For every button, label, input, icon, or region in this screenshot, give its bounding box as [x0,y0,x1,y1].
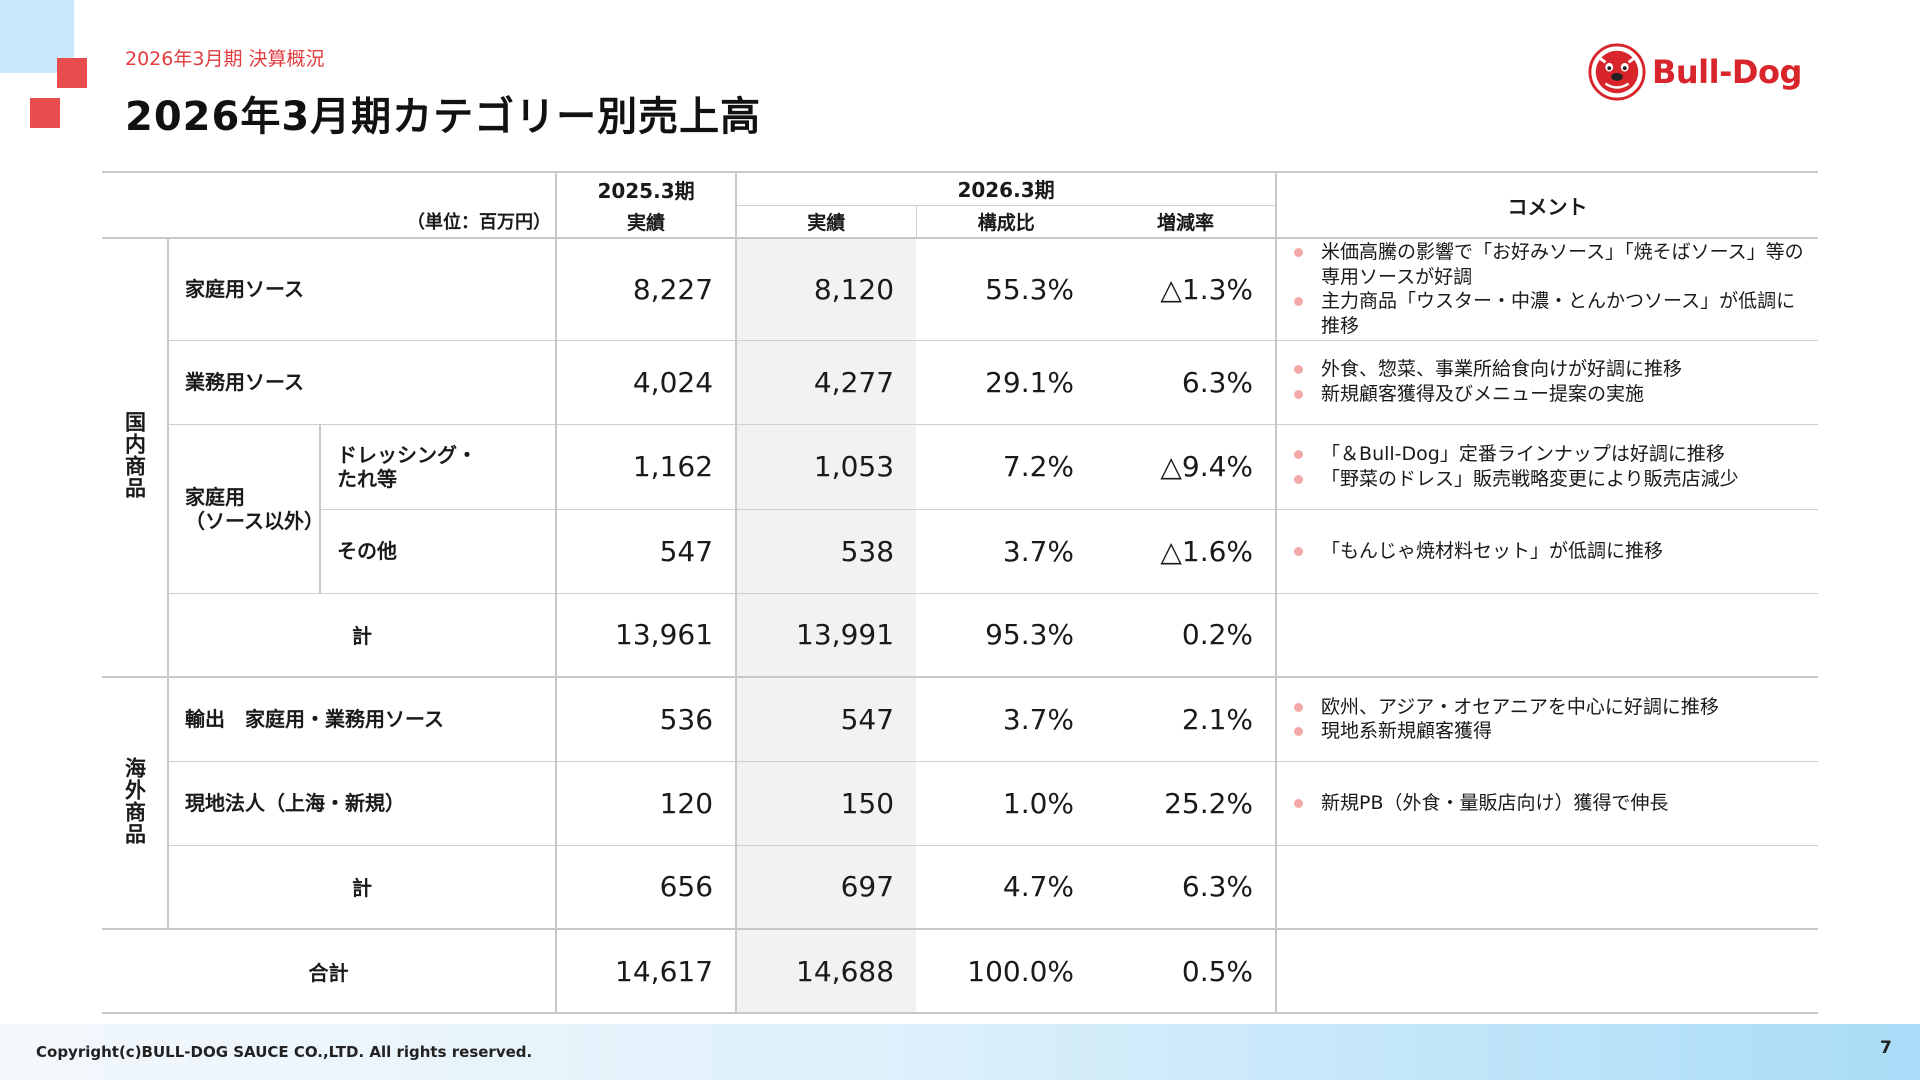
row-label: 業務用ソース [168,340,557,425]
prev-actual: 14,617 [555,929,737,1014]
header-prev-period: 2025.3期 [555,172,737,205]
prev-actual: 547 [555,509,737,594]
prev-actual: 1,162 [555,424,737,510]
page-title: 2026年3月期カテゴリー別売上高 [125,94,762,140]
total-label: 合計 [102,929,557,1014]
cur-actual: 13,991 [735,593,917,678]
overseas-group-label: 海外商品 [102,677,169,930]
ratio: 55.3% [916,238,1097,341]
cur-actual: 538 [735,509,917,594]
comment-cell: 米価高騰の影響で「お好みソース」「焼そばソース」等の専用ソースが好調 主力商品「… [1275,238,1819,341]
cur-actual: 697 [735,845,917,930]
prev-actual: 120 [555,761,737,846]
logo-text: Bull-Dog [1652,53,1802,91]
prev-actual: 536 [555,677,737,762]
comment-cell: 欧州、アジア・オセアニアを中心に好調に推移 現地系新規顧客獲得 [1275,677,1819,762]
prev-actual: 13,961 [555,593,737,678]
subtotal-label: 計 [168,845,557,930]
ratio: 1.0% [916,761,1097,846]
comment-cell [1275,845,1819,930]
comment-item: 「野菜のドレス」販売戦略変更により販売店減少 [1291,467,1808,492]
comment-item: 外食、惣菜、事業所給食向けが好調に推移 [1291,357,1808,382]
ratio: 29.1% [916,340,1097,425]
bulldog-logo: Bull-Dog [1588,42,1802,102]
cur-actual: 4,277 [735,340,917,425]
copyright-text: Copyright(c)BULL-DOG SAUCE CO.,LTD. All … [36,1043,533,1061]
table-row: 計 656 697 4.7% 6.3% [102,845,1819,930]
change-rate: 6.3% [1096,340,1277,425]
comment-cell: 「＆Bull-Dog」定番ラインナップは好調に推移 「野菜のドレス」販売戦略変更… [1275,424,1819,510]
ratio: 95.3% [916,593,1097,678]
change-rate: △9.4% [1096,424,1277,510]
header-cur-actual: 実績 [735,205,917,239]
prev-actual: 656 [555,845,737,930]
change-rate: 2.1% [1096,677,1277,762]
row-label: ドレッシング・ たれ等 [320,424,557,510]
table-row: その他 547 538 3.7% △1.6% 「もんじゃ焼材料セット」が低調に推… [102,509,1819,594]
comment-cell [1275,929,1819,1014]
change-rate: 6.3% [1096,845,1277,930]
cur-actual: 8,120 [735,238,917,341]
comment-cell: 「もんじゃ焼材料セット」が低調に推移 [1275,509,1819,594]
change-rate: △1.6% [1096,509,1277,594]
cur-actual: 547 [735,677,917,762]
domestic-group-label: 国内商品 [102,238,169,678]
row-label: 家庭用ソース [168,238,557,341]
comment-item: 新規顧客獲得及びメニュー提案の実施 [1291,382,1808,407]
footer-bar [0,1024,1920,1080]
ratio: 100.0% [916,929,1097,1014]
header-cur-period: 2026.3期 [735,172,1277,206]
ratio: 3.7% [916,677,1097,762]
comment-item: 「もんじゃ焼材料セット」が低調に推移 [1291,539,1808,564]
change-rate: 0.5% [1096,929,1277,1014]
change-rate: 0.2% [1096,593,1277,678]
header-prev-actual: 実績 [555,205,737,239]
section-subtitle: 2026年3月期 決算概況 [125,48,325,70]
subtotal-label: 計 [168,593,557,678]
header-comment: コメント [1275,172,1819,239]
comment-cell: 外食、惣菜、事業所給食向けが好調に推移 新規顧客獲得及びメニュー提案の実施 [1275,340,1819,425]
table-row: 海外商品 輸出 家庭用・業務用ソース 536 547 3.7% 2.1% 欧州、… [102,677,1819,930]
comment-cell: 新規PB（外食・量販店向け）獲得で伸長 [1275,761,1819,846]
row-label: 輸出 家庭用・業務用ソース [168,677,557,762]
table-row: 国内商品 家庭用ソース 8,227 8,120 55.3% △1.3% 米価高騰… [102,238,1819,678]
table-row: 現地法人（上海・新規） 120 150 1.0% 25.2% 新規PB（外食・量… [102,761,1819,846]
page-number: 7 [1880,1038,1892,1058]
table-row: 業務用ソース 4,024 4,277 29.1% 6.3% 外食、惣菜、事業所給… [102,340,1819,425]
prev-actual: 4,024 [555,340,737,425]
table-row: 計 13,961 13,991 95.3% 0.2% [102,593,1819,678]
unit-label: （単位：百万円） [102,172,557,239]
comment-item: 米価高騰の影響で「お好みソース」「焼そばソース」等の専用ソースが好調 [1291,240,1808,289]
bulldog-face-icon [1588,43,1646,101]
home-other-group-label: 家庭用 （ソース以外） [167,424,324,594]
category-sales-table: （単位：百万円） 2025.3期 2026.3期 コメント 実績 実績 構成比 … [102,171,1819,1014]
ratio: 4.7% [916,845,1097,930]
change-rate: 25.2% [1096,761,1277,846]
cur-actual: 1,053 [735,424,917,510]
prev-actual: 8,227 [555,238,737,341]
cur-actual: 14,688 [735,929,917,1014]
comment-item: 新規PB（外食・量販店向け）獲得で伸長 [1291,791,1808,816]
comment-item: 「＆Bull-Dog」定番ラインナップは好調に推移 [1291,442,1808,467]
row-label: 現地法人（上海・新規） [168,761,557,846]
header-change: 増減率 [1096,205,1277,239]
comment-cell [1275,593,1819,678]
comment-item: 欧州、アジア・オセアニアを中心に好調に推移 [1291,695,1808,720]
change-rate: △1.3% [1096,238,1277,341]
header-ratio: 構成比 [915,205,1097,239]
comment-item: 主力商品「ウスター・中濃・とんかつソース」が低調に推移 [1291,289,1808,338]
decor-square-red [57,58,87,88]
decor-square-red-2 [30,98,60,128]
ratio: 7.2% [916,424,1097,510]
ratio: 3.7% [916,509,1097,594]
comment-item: 現地系新規顧客獲得 [1291,719,1808,744]
row-label: その他 [320,509,557,594]
cur-actual: 150 [735,761,917,846]
table-row: 家庭用 （ソース以外） ドレッシング・ たれ等 1,162 1,053 7.2%… [102,424,1819,594]
table-row: 合計 14,617 14,688 100.0% 0.5% [102,929,1819,1014]
